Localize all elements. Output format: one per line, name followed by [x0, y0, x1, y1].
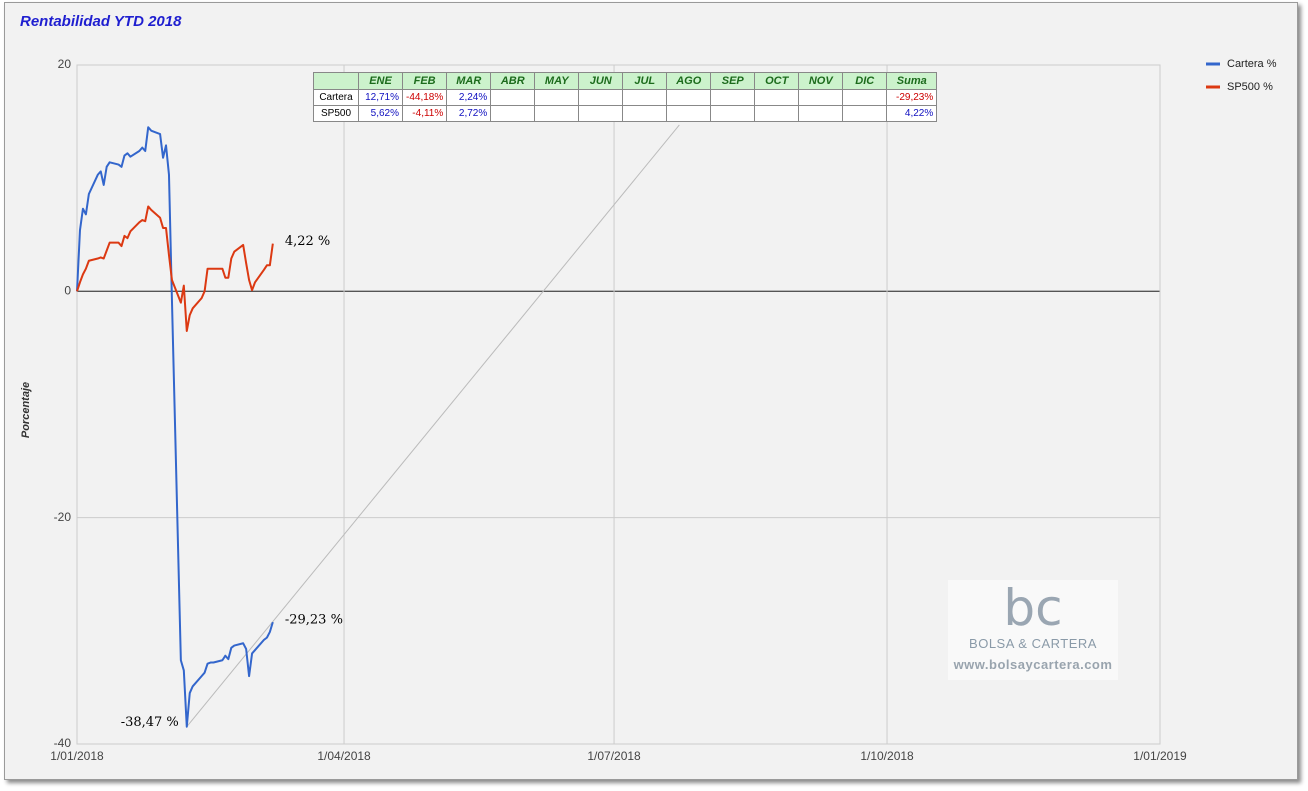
y-tick-label: 0 — [64, 284, 71, 298]
watermark: bc BOLSA & CARTERA www.bolsaycartera.com — [948, 580, 1118, 680]
table-row: SP500 5,62% -4,11% 2,72% 4,22% — [313, 105, 938, 122]
table-cell: 5,62% — [358, 105, 403, 122]
chart-title: Rentabilidad YTD 2018 — [20, 13, 182, 30]
table-cell — [490, 105, 536, 122]
table-cell — [710, 89, 756, 106]
x-tick-label: 1/07/2018 — [587, 749, 641, 763]
x-tick-label: 1/01/2018 — [50, 749, 104, 763]
trendline — [186, 124, 680, 728]
table-cell: Suma — [886, 72, 938, 90]
table-cell: 4,22% — [886, 105, 938, 122]
table-cell: DIC — [842, 72, 888, 90]
x-tick-label: 1/01/2019 — [1133, 749, 1187, 763]
table-cell — [534, 89, 580, 106]
table-row: ENE FEB MAR ABR MAY JUN JUL AGO SEP OCT NOV DIC Suma — [313, 72, 938, 90]
table-row: Cartera 12,71% -44,18% 2,24% -29,23% — [313, 89, 938, 106]
table-cell: ABR — [490, 72, 536, 90]
x-tick-label: 1/10/2018 — [860, 749, 914, 763]
legend-label: Cartera % — [1227, 58, 1277, 70]
table-cell: SEP — [710, 72, 756, 90]
table-cell: -29,23% — [886, 89, 938, 106]
table-cell: AGO — [666, 72, 712, 90]
table-cell — [534, 105, 580, 122]
table-cell — [666, 89, 712, 106]
table-cell — [754, 89, 800, 106]
watermark-name: BOLSA & CARTERA — [969, 636, 1097, 651]
table-cell: OCT — [754, 72, 800, 90]
y-tick-label: -40 — [54, 736, 72, 750]
table-cell — [622, 89, 668, 106]
data-label: 4,22 % — [285, 234, 330, 249]
watermark-url: www.bolsaycartera.com — [953, 657, 1113, 672]
table-cell: -44,18% — [401, 89, 448, 106]
table-cell — [754, 105, 800, 122]
table-cell: JUN — [578, 72, 624, 90]
table-cell — [313, 72, 359, 90]
series-line — [76, 126, 274, 728]
table-cell — [710, 105, 756, 122]
series-line — [76, 205, 274, 332]
table-cell: 12,71% — [358, 89, 403, 106]
table-cell: MAY — [534, 72, 580, 90]
data-label: -29,23 % — [285, 613, 343, 628]
table-cell: FEB — [401, 72, 448, 90]
watermark-logo: bc — [1003, 579, 1063, 637]
table-cell — [842, 105, 888, 122]
y-axis-label: Porcentaje — [20, 382, 32, 438]
table-cell: NOV — [798, 72, 844, 90]
table-cell: MAR — [446, 72, 492, 90]
x-tick-label: 1/04/2018 — [317, 749, 371, 763]
table-cell — [666, 105, 712, 122]
table-cell — [578, 89, 624, 106]
summary-table: ENE FEB MAR ABR MAY JUN JUL AGO SEP OCT NOV DIC Suma… — [313, 72, 938, 122]
table-cell — [842, 89, 888, 106]
y-tick-label: -20 — [54, 510, 72, 524]
table-cell: ENE — [358, 72, 403, 90]
table-cell: 2,72% — [446, 105, 492, 122]
table-cell — [490, 89, 536, 106]
table-cell: SP500 — [313, 105, 359, 122]
table-cell: 2,24% — [446, 89, 492, 106]
table-cell — [578, 105, 624, 122]
data-label: -38,47 % — [121, 715, 179, 730]
table-cell: JUL — [622, 72, 668, 90]
legend-label: SP500 % — [1227, 81, 1273, 93]
y-tick-label: 20 — [58, 57, 72, 71]
table-cell — [622, 105, 668, 122]
table-cell: -4,11% — [401, 105, 448, 122]
table-cell — [798, 105, 844, 122]
table-cell: Cartera — [313, 89, 359, 106]
table-cell — [798, 89, 844, 106]
